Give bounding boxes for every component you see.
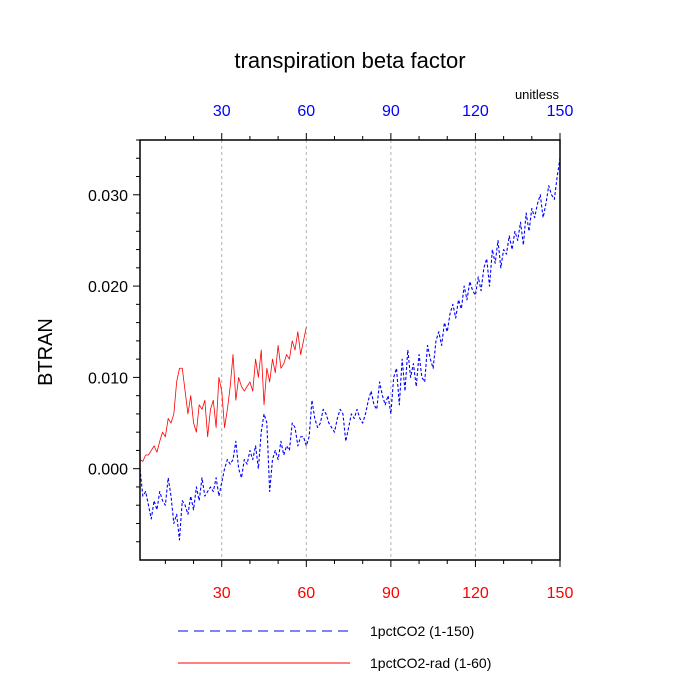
axes-group: 0.000 0.010 0.020 0.030 30 30 60 60 90 90 120 120 15… — [88, 103, 573, 602]
x-bottom-tick-label: 120 — [462, 585, 489, 602]
y-tick-label: 0.010 — [88, 370, 128, 387]
x-top-tick-label: 60 — [297, 103, 315, 120]
x-bottom-tick-label: 150 — [547, 585, 574, 602]
x-top-tick-label: 150 — [547, 103, 574, 120]
x-top-tick-label: 30 — [213, 103, 231, 120]
legend-label-1: 1pctCO2-rad (1-60) — [370, 655, 491, 671]
units-label: unitless — [515, 87, 560, 102]
series-group — [139, 158, 561, 541]
x-top-tick-label: 90 — [382, 103, 400, 120]
x-bottom-tick-label: 90 — [382, 585, 400, 602]
legend-label-0: 1pctCO2 (1-150) — [370, 623, 474, 639]
y-tick-label: 0.030 — [88, 188, 128, 205]
x-bottom-tick-label: 30 — [213, 585, 231, 602]
x-bottom-tick-label: 60 — [297, 585, 315, 602]
legend: 1pctCO2 (1-150) 1pctCO2-rad (1-60) — [178, 623, 491, 671]
grid-lines — [221, 140, 476, 560]
y-tick-label: 0.020 — [88, 279, 128, 296]
chart-title: transpiration beta factor — [234, 48, 465, 73]
plot-frame — [139, 139, 561, 561]
y-tick-label: 0.000 — [88, 462, 128, 479]
y-axis-label: BTRAN — [35, 318, 57, 386]
series-line-1 — [139, 327, 307, 462]
x-top-tick-label: 120 — [462, 103, 489, 120]
series-line-0 — [139, 158, 561, 541]
